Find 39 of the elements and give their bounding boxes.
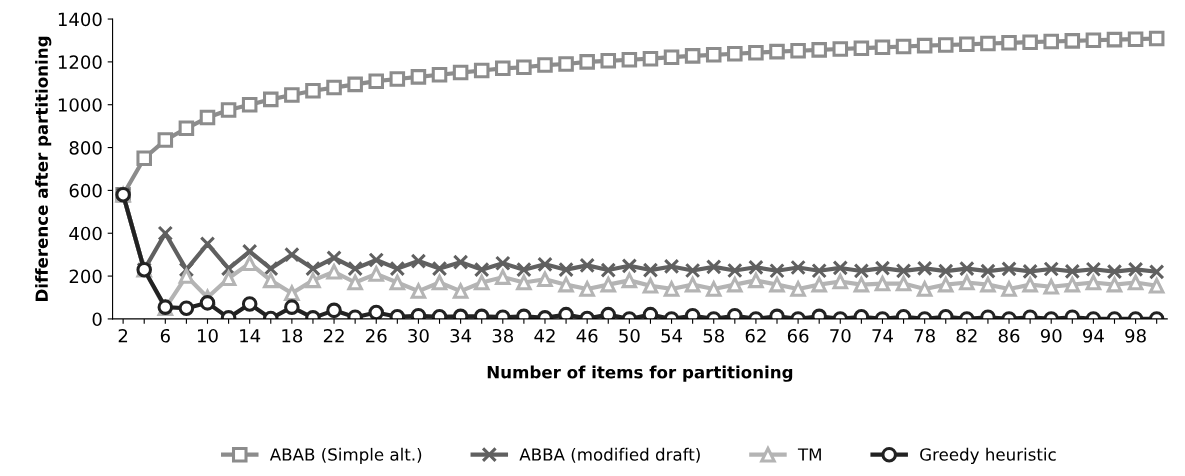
x-tick-label: 62 [745, 328, 766, 343]
y-tick-label: 1000 [58, 98, 102, 112]
x-tick-label: 14 [240, 329, 261, 343]
x-tick-label: 98 [1125, 328, 1146, 343]
y-axis-title: Difference after partitioning [35, 36, 52, 301]
y-tick-label: 400 [69, 226, 102, 241]
x-tick-label: 22 [323, 328, 344, 343]
y-tick-label: 1200 [58, 55, 102, 69]
x-tick-label: 2 [118, 328, 128, 343]
x-axis-title: Number of items for partitioning [487, 365, 793, 382]
legend-label: TM [797, 448, 821, 461]
x-tick-label: 26 [366, 328, 387, 343]
x-tick-label: 38 [492, 328, 514, 343]
legend-label: ABAB (Simple alt.) [269, 447, 422, 464]
y-tick-label: 0 [92, 312, 102, 327]
x-tick-label: 46 [576, 328, 598, 343]
x-tick-label: 54 [661, 329, 683, 343]
y-tick-label: 200 [69, 269, 102, 284]
y-tick-label: 800 [69, 141, 102, 155]
x-tick-label: 10 [197, 328, 218, 343]
x-tick-label: 58 [703, 328, 724, 343]
x-tick-label: 90 [1040, 328, 1062, 343]
x-tick-label: 42 [534, 328, 555, 343]
x-tick-label: 34 [450, 328, 472, 343]
x-tick-label: 82 [956, 328, 977, 343]
x-tick-label: 18 [282, 328, 303, 343]
legend-label: ABBA (modified draft) [519, 447, 700, 463]
legend-label: Greedy heuristic [920, 447, 1056, 464]
y-tick-label: 600 [69, 183, 102, 198]
x-tick-label: 94 [1083, 328, 1104, 343]
x-tick-label: 70 [830, 328, 851, 343]
x-tick-label: 78 [914, 328, 935, 343]
x-tick-label: 66 [787, 328, 809, 343]
x-tick-label: 6 [160, 328, 170, 343]
x-tick-label: 74 [872, 329, 893, 343]
y-tick-label: 1400 [58, 12, 102, 27]
x-tick-label: 50 [619, 328, 640, 343]
x-tick-label: 86 [998, 328, 1020, 343]
x-tick-label: 30 [408, 328, 429, 343]
